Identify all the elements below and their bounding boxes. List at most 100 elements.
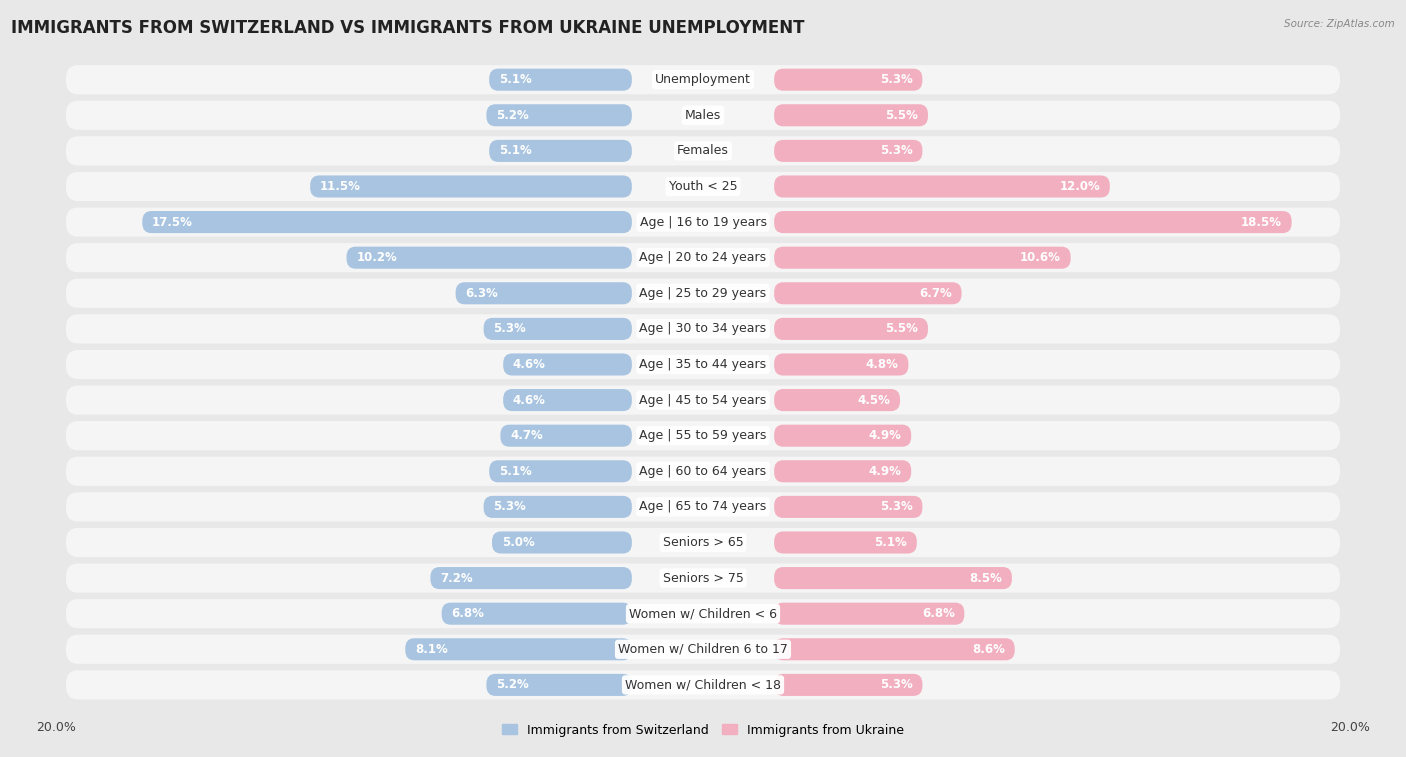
- Text: Age | 45 to 54 years: Age | 45 to 54 years: [640, 394, 766, 407]
- FancyBboxPatch shape: [489, 69, 631, 91]
- FancyBboxPatch shape: [489, 460, 631, 482]
- Text: 5.1%: 5.1%: [499, 145, 531, 157]
- FancyBboxPatch shape: [66, 421, 1340, 450]
- FancyBboxPatch shape: [66, 314, 1340, 344]
- FancyBboxPatch shape: [775, 531, 917, 553]
- FancyBboxPatch shape: [775, 104, 928, 126]
- FancyBboxPatch shape: [775, 282, 962, 304]
- FancyBboxPatch shape: [775, 354, 908, 375]
- FancyBboxPatch shape: [430, 567, 631, 589]
- FancyBboxPatch shape: [66, 65, 1340, 95]
- FancyBboxPatch shape: [486, 674, 631, 696]
- Text: 4.9%: 4.9%: [869, 465, 901, 478]
- FancyBboxPatch shape: [441, 603, 631, 625]
- FancyBboxPatch shape: [66, 207, 1340, 237]
- FancyBboxPatch shape: [775, 674, 922, 696]
- FancyBboxPatch shape: [346, 247, 631, 269]
- FancyBboxPatch shape: [775, 496, 922, 518]
- FancyBboxPatch shape: [503, 389, 631, 411]
- FancyBboxPatch shape: [66, 136, 1340, 166]
- FancyBboxPatch shape: [66, 563, 1340, 593]
- Text: 8.5%: 8.5%: [969, 572, 1002, 584]
- Text: Age | 35 to 44 years: Age | 35 to 44 years: [640, 358, 766, 371]
- Text: 5.0%: 5.0%: [502, 536, 534, 549]
- FancyBboxPatch shape: [775, 389, 900, 411]
- Text: 12.0%: 12.0%: [1059, 180, 1099, 193]
- FancyBboxPatch shape: [66, 243, 1340, 273]
- Text: 6.8%: 6.8%: [451, 607, 484, 620]
- Text: 6.8%: 6.8%: [922, 607, 955, 620]
- FancyBboxPatch shape: [66, 528, 1340, 557]
- FancyBboxPatch shape: [489, 140, 631, 162]
- Text: Age | 60 to 64 years: Age | 60 to 64 years: [640, 465, 766, 478]
- Text: Women w/ Children < 18: Women w/ Children < 18: [626, 678, 780, 691]
- Text: Age | 55 to 59 years: Age | 55 to 59 years: [640, 429, 766, 442]
- Text: 5.3%: 5.3%: [494, 322, 526, 335]
- Text: 17.5%: 17.5%: [152, 216, 193, 229]
- FancyBboxPatch shape: [775, 69, 922, 91]
- Text: 11.5%: 11.5%: [321, 180, 361, 193]
- Text: 10.2%: 10.2%: [356, 251, 396, 264]
- FancyBboxPatch shape: [775, 425, 911, 447]
- FancyBboxPatch shape: [66, 101, 1340, 130]
- Text: IMMIGRANTS FROM SWITZERLAND VS IMMIGRANTS FROM UKRAINE UNEMPLOYMENT: IMMIGRANTS FROM SWITZERLAND VS IMMIGRANT…: [11, 19, 804, 37]
- Text: Males: Males: [685, 109, 721, 122]
- FancyBboxPatch shape: [486, 104, 631, 126]
- Text: Women w/ Children 6 to 17: Women w/ Children 6 to 17: [619, 643, 787, 656]
- FancyBboxPatch shape: [142, 211, 631, 233]
- Text: Women w/ Children < 6: Women w/ Children < 6: [628, 607, 778, 620]
- Text: 4.7%: 4.7%: [510, 429, 543, 442]
- Text: 5.3%: 5.3%: [880, 73, 912, 86]
- Text: 5.5%: 5.5%: [886, 109, 918, 122]
- Text: Age | 30 to 34 years: Age | 30 to 34 years: [640, 322, 766, 335]
- FancyBboxPatch shape: [775, 140, 922, 162]
- FancyBboxPatch shape: [775, 460, 911, 482]
- FancyBboxPatch shape: [775, 176, 1109, 198]
- Text: 4.5%: 4.5%: [858, 394, 890, 407]
- Text: 5.3%: 5.3%: [494, 500, 526, 513]
- Text: 6.7%: 6.7%: [920, 287, 952, 300]
- Text: 4.9%: 4.9%: [869, 429, 901, 442]
- Text: Seniors > 75: Seniors > 75: [662, 572, 744, 584]
- FancyBboxPatch shape: [775, 318, 928, 340]
- Text: 4.6%: 4.6%: [513, 358, 546, 371]
- FancyBboxPatch shape: [66, 670, 1340, 699]
- Text: 5.1%: 5.1%: [875, 536, 907, 549]
- Text: Age | 20 to 24 years: Age | 20 to 24 years: [640, 251, 766, 264]
- FancyBboxPatch shape: [775, 247, 1070, 269]
- FancyBboxPatch shape: [775, 638, 1015, 660]
- FancyBboxPatch shape: [405, 638, 631, 660]
- FancyBboxPatch shape: [66, 492, 1340, 522]
- Text: 4.8%: 4.8%: [866, 358, 898, 371]
- Text: 5.1%: 5.1%: [499, 465, 531, 478]
- FancyBboxPatch shape: [66, 634, 1340, 664]
- Text: Youth < 25: Youth < 25: [669, 180, 737, 193]
- Text: 5.5%: 5.5%: [886, 322, 918, 335]
- FancyBboxPatch shape: [775, 567, 1012, 589]
- Text: 4.6%: 4.6%: [513, 394, 546, 407]
- FancyBboxPatch shape: [66, 599, 1340, 628]
- FancyBboxPatch shape: [775, 603, 965, 625]
- Text: Unemployment: Unemployment: [655, 73, 751, 86]
- FancyBboxPatch shape: [501, 425, 631, 447]
- Text: Age | 16 to 19 years: Age | 16 to 19 years: [640, 216, 766, 229]
- Text: 6.3%: 6.3%: [465, 287, 498, 300]
- FancyBboxPatch shape: [492, 531, 631, 553]
- Text: 8.1%: 8.1%: [415, 643, 447, 656]
- Text: Age | 65 to 74 years: Age | 65 to 74 years: [640, 500, 766, 513]
- FancyBboxPatch shape: [503, 354, 631, 375]
- Text: Source: ZipAtlas.com: Source: ZipAtlas.com: [1284, 19, 1395, 29]
- Text: 5.2%: 5.2%: [496, 109, 529, 122]
- Text: Females: Females: [678, 145, 728, 157]
- Text: 5.3%: 5.3%: [880, 500, 912, 513]
- Text: 7.2%: 7.2%: [440, 572, 472, 584]
- Text: 8.6%: 8.6%: [972, 643, 1005, 656]
- FancyBboxPatch shape: [66, 456, 1340, 486]
- Text: 5.1%: 5.1%: [499, 73, 531, 86]
- FancyBboxPatch shape: [484, 496, 631, 518]
- FancyBboxPatch shape: [484, 318, 631, 340]
- Text: 18.5%: 18.5%: [1241, 216, 1282, 229]
- FancyBboxPatch shape: [775, 211, 1292, 233]
- FancyBboxPatch shape: [66, 279, 1340, 308]
- Text: Age | 25 to 29 years: Age | 25 to 29 years: [640, 287, 766, 300]
